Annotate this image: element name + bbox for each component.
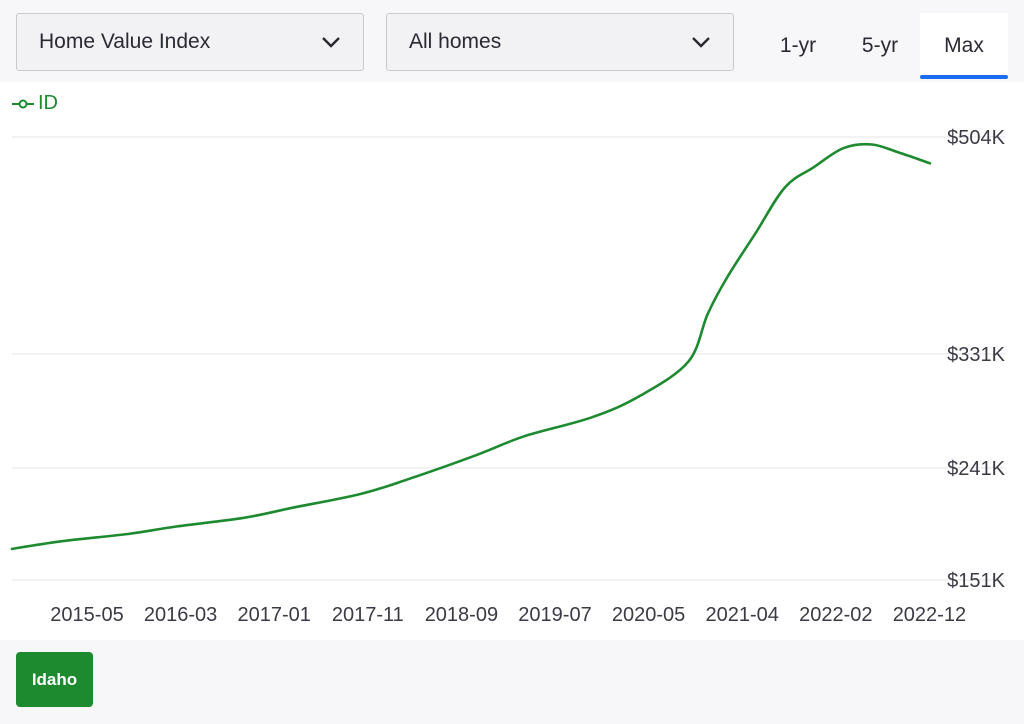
y-tick-label: $151K xyxy=(947,570,1005,592)
chevron-down-icon xyxy=(322,37,340,48)
metric-select-value: Home Value Index xyxy=(39,30,211,53)
chevron-down-icon xyxy=(692,37,710,48)
range-max-label: Max xyxy=(944,34,984,57)
y-tick-label: $241K xyxy=(947,458,1005,480)
region-chip-idaho[interactable]: Idaho xyxy=(16,652,93,707)
active-tab-indicator xyxy=(920,75,1008,79)
x-tick-label: 2015-05 xyxy=(50,604,123,626)
range-max-button[interactable]: Max xyxy=(920,13,1008,79)
home-type-select-value: All homes xyxy=(409,30,502,53)
x-tick-label: 2022-02 xyxy=(799,604,872,626)
x-tick-label: 2017-11 xyxy=(332,604,404,626)
chart-panel: $504K $331K $241K $151K 2015-05 2016-03 2017-0… xyxy=(0,82,1024,640)
x-tick-label: 2020-05 xyxy=(612,604,685,626)
home-value-chart: $504K $331K $241K $151K 2015-05 2016-03 2017-0… xyxy=(10,127,1006,626)
legend-label: ID xyxy=(38,92,58,114)
x-tick-label: 2016-03 xyxy=(144,604,217,626)
metric-select[interactable]: Home Value Index xyxy=(16,13,364,71)
x-tick-label: 2021-04 xyxy=(705,604,778,626)
line-circle-marker-icon xyxy=(12,99,34,108)
home-type-select[interactable]: All homes xyxy=(386,13,734,71)
x-tick-label: 2019-07 xyxy=(518,604,591,626)
range-1yr-button[interactable]: 1-yr xyxy=(779,34,817,57)
y-tick-label: $504K xyxy=(947,127,1005,149)
series-line-id[interactable] xyxy=(10,142,932,551)
y-tick-label: $331K xyxy=(947,344,1005,366)
region-footer xyxy=(0,640,1024,724)
x-tick-label: 2018-09 xyxy=(425,604,498,626)
controls-bar: Home Value Index All homes 1-yr 5-yr Max xyxy=(0,0,1024,82)
range-5yr-button[interactable]: 5-yr xyxy=(861,34,899,57)
x-tick-label: 2017-01 xyxy=(237,604,310,626)
x-tick-label: 2022-12 xyxy=(893,604,966,626)
chart-legend: ID xyxy=(12,92,58,115)
